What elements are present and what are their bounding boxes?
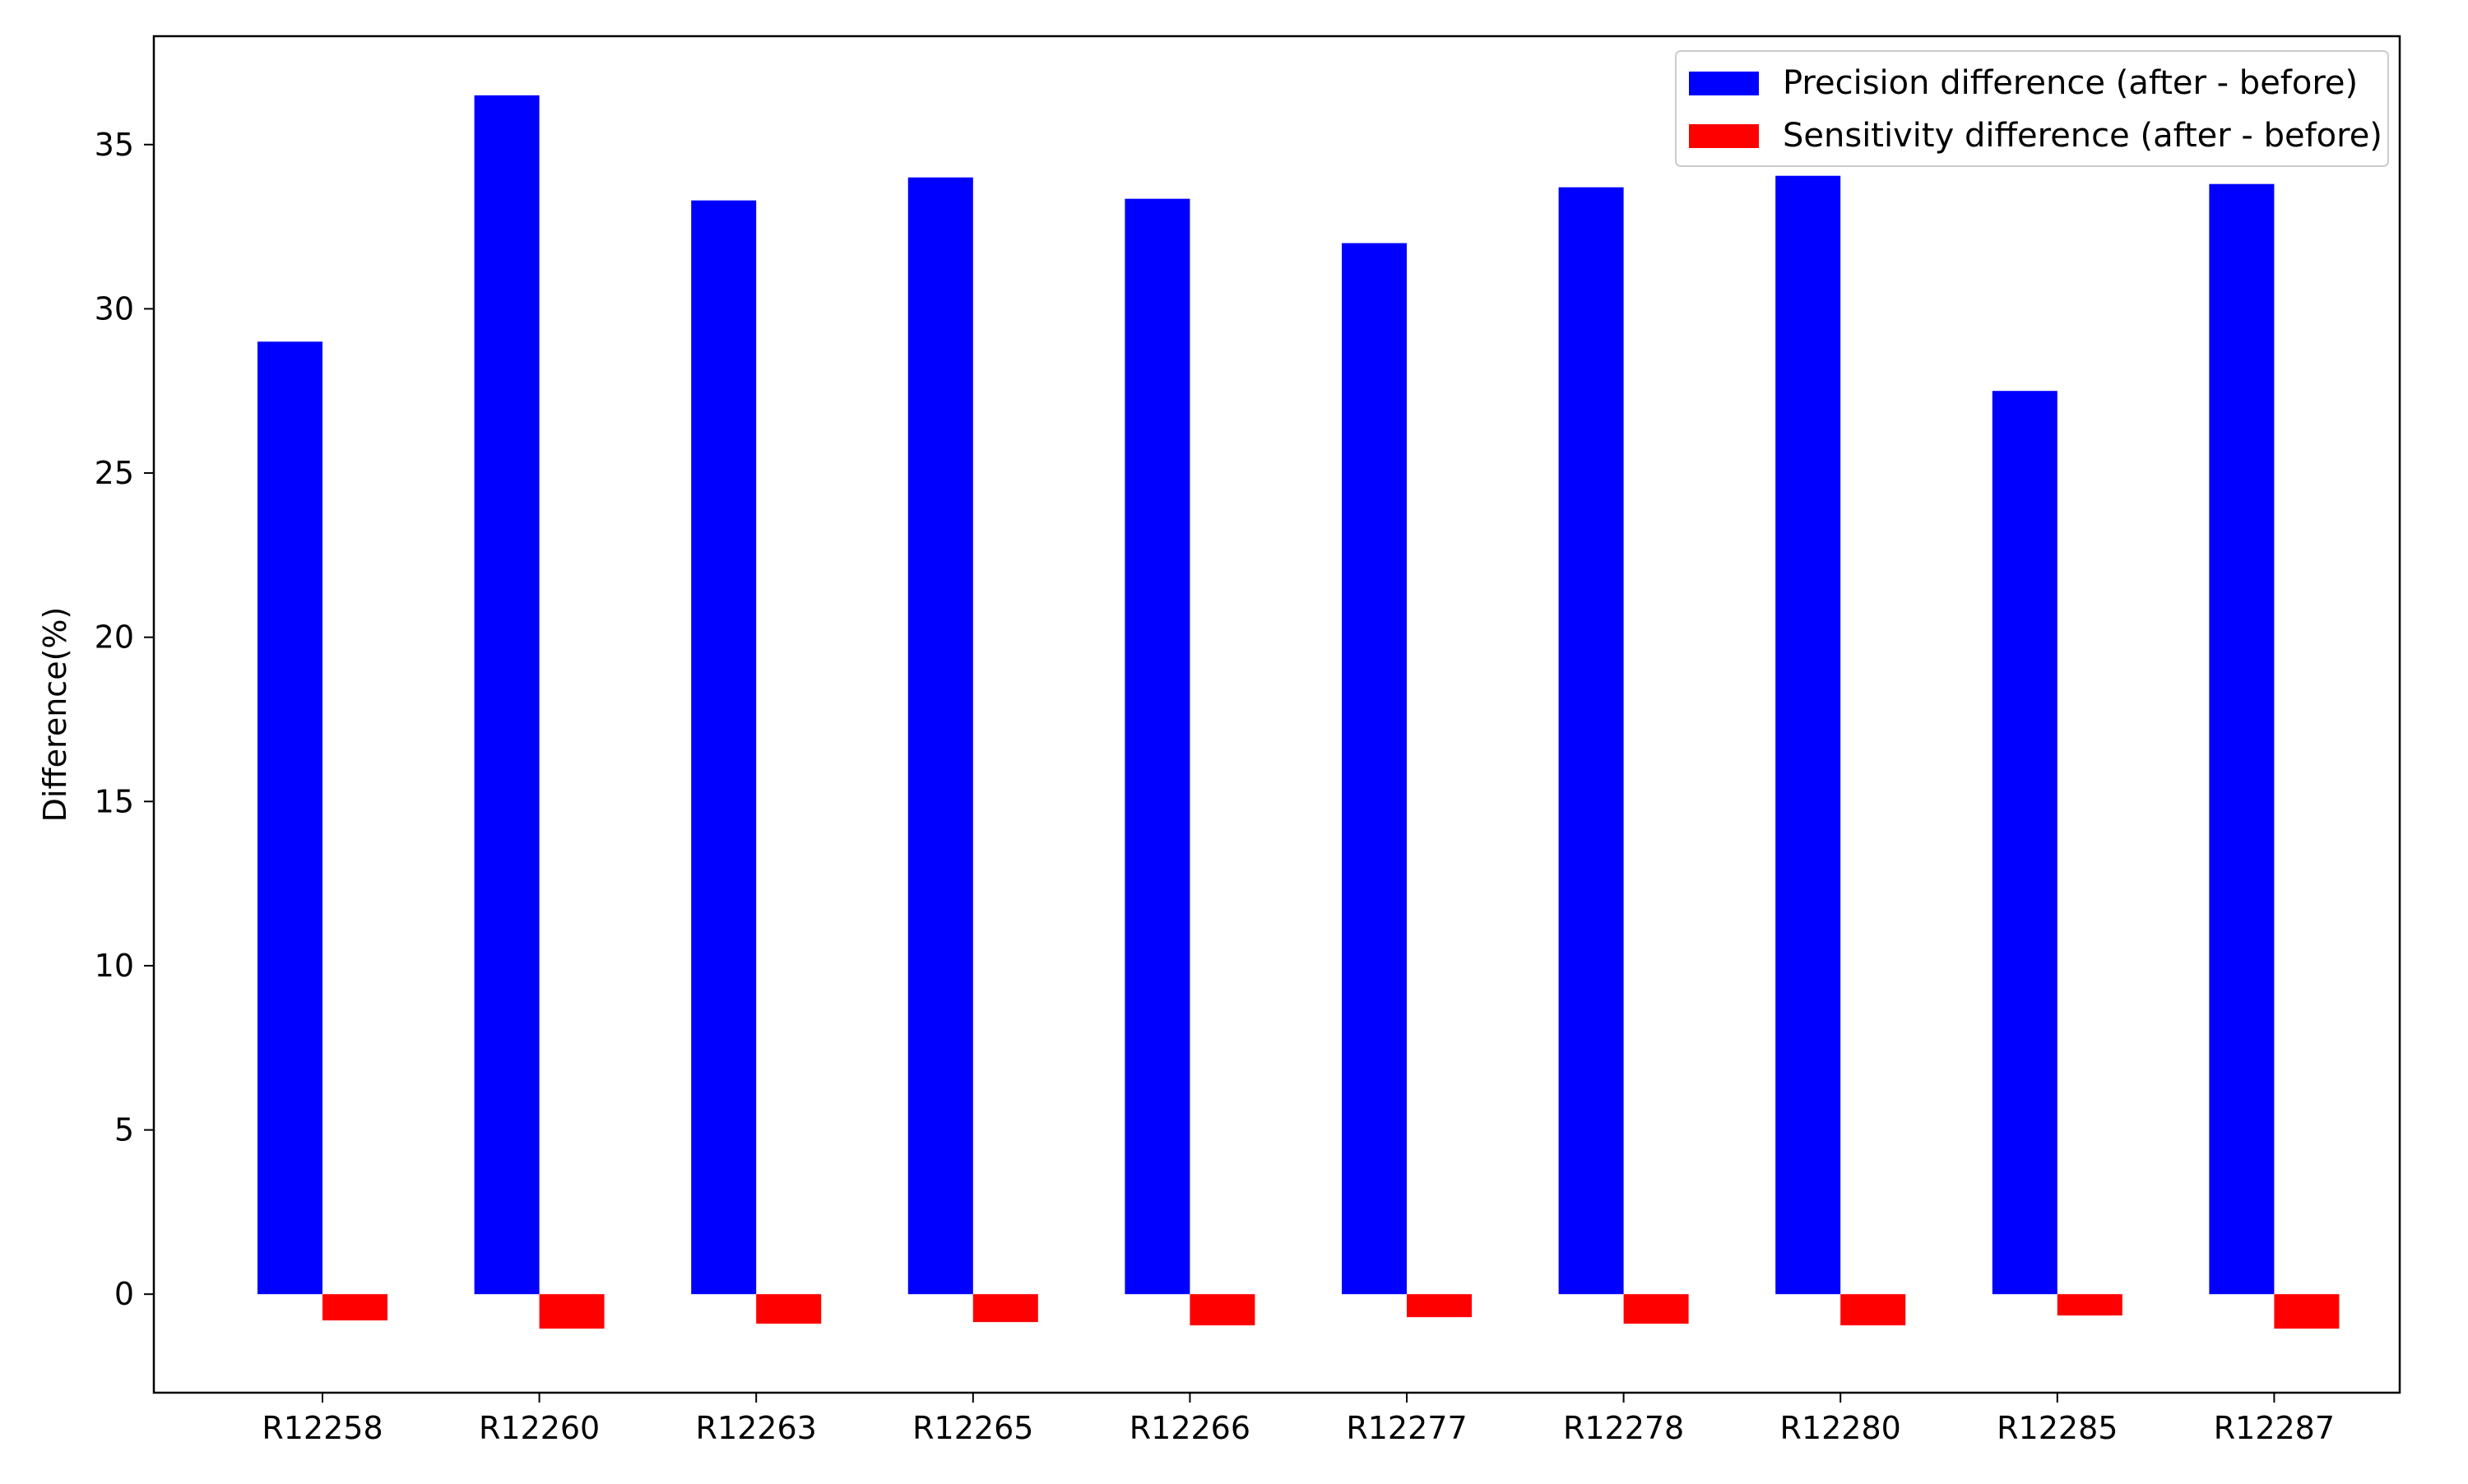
legend-label-precision: Precision difference (after - before) bbox=[1783, 64, 2358, 102]
sensitivity-bar-R12260 bbox=[539, 1294, 605, 1329]
axes-layer: R12258 R12260 R12263 R12265 R12266 R12277 R122… bbox=[95, 35, 2401, 1446]
precision-bar-R12277 bbox=[1342, 243, 1407, 1295]
legend-swatch-precision bbox=[1689, 72, 1759, 95]
sensitivity-bar-R12265 bbox=[972, 1294, 1038, 1323]
y-axis-label: Difference(%) bbox=[37, 607, 73, 823]
sensitivity-bar-R12278 bbox=[1623, 1294, 1689, 1324]
sensitivity-bar-R12280 bbox=[1840, 1294, 1906, 1326]
y-tick-label-30: 30 bbox=[95, 290, 134, 327]
legend-box bbox=[1675, 50, 2389, 167]
x-tick-label-R12265: R12265 bbox=[912, 1410, 1033, 1446]
precision-bar-R12280 bbox=[1775, 175, 1841, 1295]
y-tick-label-10: 10 bbox=[95, 948, 134, 984]
sensitivity-bar-R12266 bbox=[1190, 1294, 1255, 1326]
sensitivity-bar-R12277 bbox=[1407, 1294, 1472, 1318]
y-tick-label-20: 20 bbox=[95, 619, 134, 656]
precision-bar-R12260 bbox=[474, 95, 540, 1295]
x-tick-label-R12277: R12277 bbox=[1346, 1410, 1467, 1446]
sensitivity-bar-R12285 bbox=[2057, 1294, 2122, 1316]
x-tick-label-R12263: R12263 bbox=[696, 1410, 817, 1446]
sensitivity-bar-R12258 bbox=[322, 1294, 387, 1321]
y-tick-label-15: 15 bbox=[95, 783, 134, 819]
sensitivity-bar-R12263 bbox=[756, 1294, 822, 1324]
y-tick-label-25: 25 bbox=[95, 455, 134, 491]
plot-frame bbox=[152, 35, 2401, 1394]
y-tick-label-5: 5 bbox=[114, 1112, 134, 1148]
x-tick-label-R12258: R12258 bbox=[262, 1410, 383, 1446]
bars-layer bbox=[257, 95, 2340, 1329]
precision-bar-R12285 bbox=[1992, 391, 2057, 1295]
x-tick-label-R12280: R12280 bbox=[1780, 1410, 1901, 1446]
precision-bar-R12287 bbox=[2209, 183, 2275, 1295]
precision-bar-R12265 bbox=[907, 177, 973, 1295]
precision-bar-R12258 bbox=[257, 341, 322, 1295]
precision-bar-R12266 bbox=[1125, 198, 1190, 1295]
x-tick-label-R12287: R12287 bbox=[2214, 1410, 2335, 1446]
precision-bar-R12263 bbox=[691, 200, 757, 1295]
sensitivity-bar-R12287 bbox=[2274, 1294, 2340, 1329]
x-tick-label-R12285: R12285 bbox=[1997, 1410, 2118, 1446]
precision-bar-R12278 bbox=[1558, 187, 1624, 1295]
legend-label-sensitivity: Sensitivity difference (after - before) bbox=[1783, 117, 2382, 155]
x-tick-label-R12266: R12266 bbox=[1130, 1410, 1250, 1446]
x-tick-label-R12278: R12278 bbox=[1563, 1410, 1684, 1446]
y-tick-label-0: 0 bbox=[114, 1276, 134, 1312]
x-tick-label-R12260: R12260 bbox=[479, 1410, 600, 1446]
y-tick-label-35: 35 bbox=[95, 127, 134, 163]
legend: Precision difference (after - before) Sen… bbox=[1675, 50, 2389, 167]
legend-swatch-sensitivity bbox=[1689, 124, 1759, 148]
